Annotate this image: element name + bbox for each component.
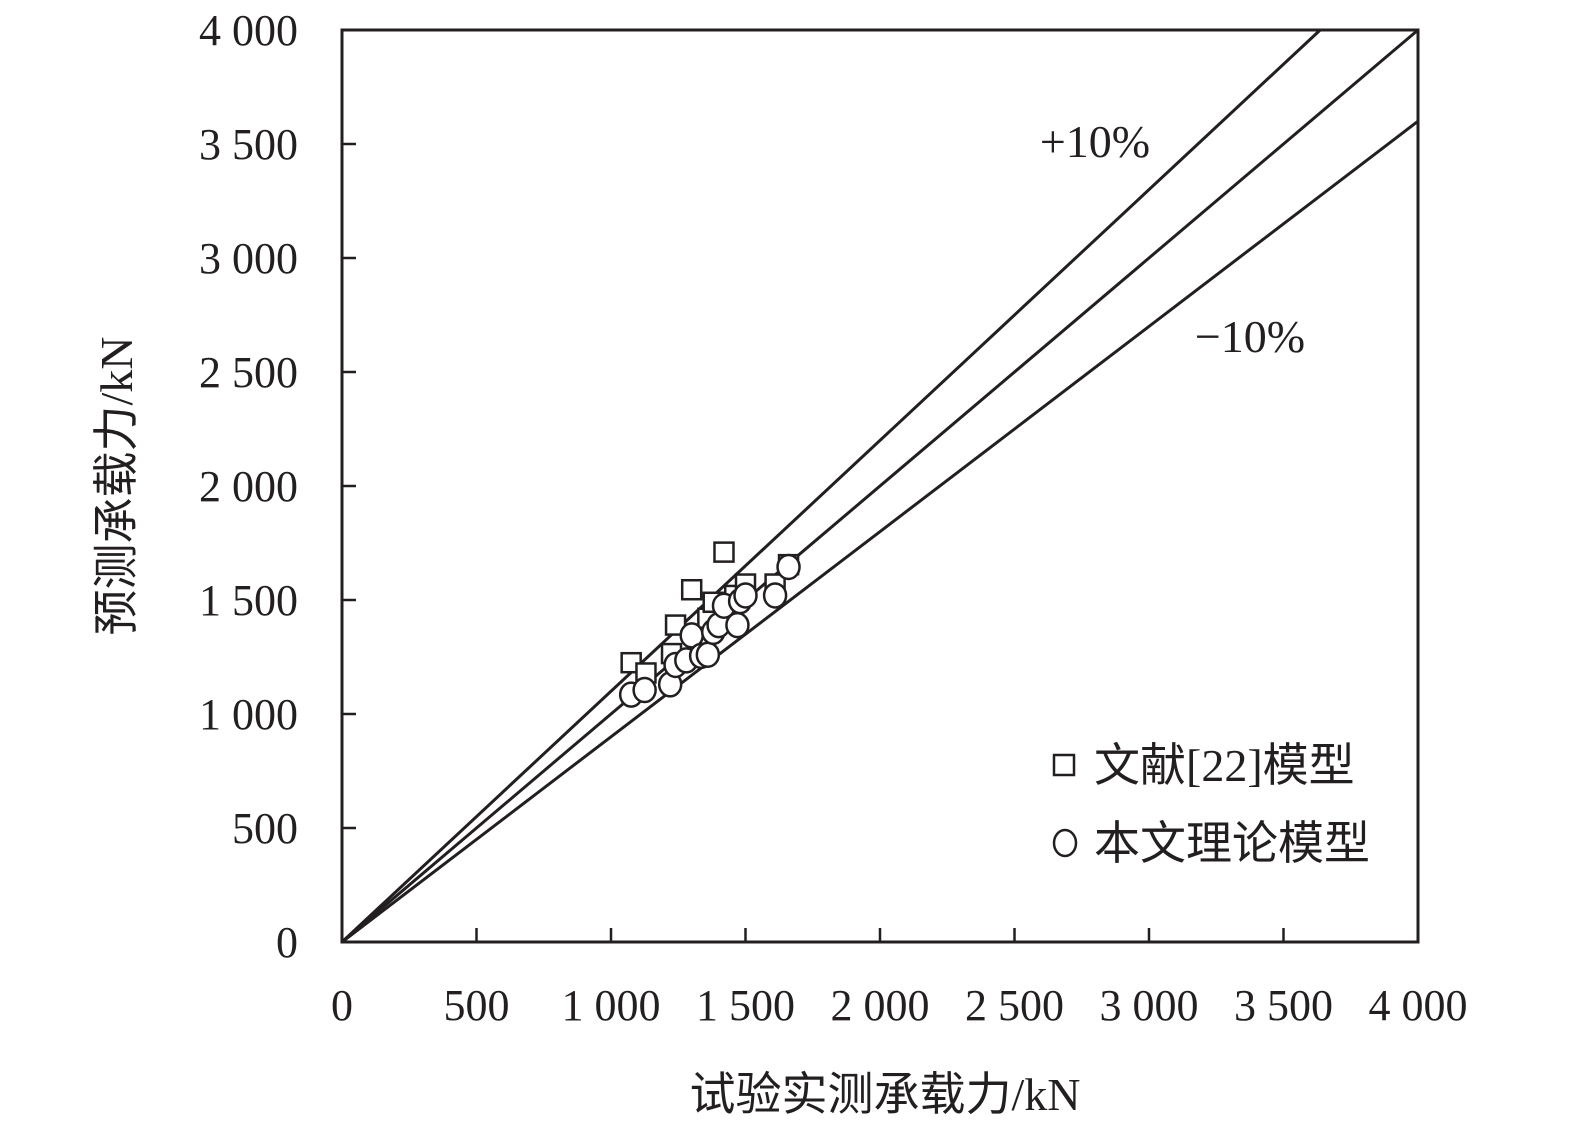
y-tick-label: 3 500	[199, 120, 298, 169]
y-tick-label: 2 000	[199, 462, 298, 511]
x-tick-label: 2 000	[831, 981, 930, 1030]
square-marker	[713, 541, 735, 563]
annotation-minus-10: −10%	[1195, 311, 1305, 362]
reference-line-plus-10	[340, 28, 1322, 944]
legend-square-marker	[1052, 753, 1076, 777]
legend-label-this-model: 本文理论模型	[1094, 818, 1370, 869]
circle-marker	[725, 611, 750, 639]
y-tick-label: 3 000	[199, 234, 298, 283]
x-tick-label: 1 500	[696, 981, 795, 1030]
circle-marker	[695, 641, 721, 668]
y-tick-label: 4 000	[199, 6, 298, 55]
circle-marker	[632, 676, 657, 704]
y-tick-label: 1 000	[199, 690, 298, 739]
x-tick-label: 4 000	[1369, 981, 1468, 1030]
reference-line-minus-10	[341, 120, 1419, 944]
x-tick-label: 3 000	[1100, 981, 1199, 1030]
y-axis-title: 预测承载力/kN	[91, 337, 142, 636]
legend-circle-marker	[1052, 828, 1078, 858]
y-tick-label: 2 500	[199, 348, 298, 397]
y-tick-label: 0	[276, 918, 298, 967]
y-tick-label: 500	[232, 804, 298, 853]
legend: 文献[22]模型 本文理论模型	[1052, 740, 1370, 869]
circle-marker	[762, 582, 788, 609]
y-tick-label: 1 500	[199, 576, 298, 625]
legend-label-ref22: 文献[22]模型	[1094, 740, 1355, 791]
data-markers	[618, 541, 801, 708]
circle-marker	[733, 582, 758, 609]
x-tick-label: 3 500	[1234, 981, 1333, 1030]
x-tick-label: 2 500	[965, 981, 1064, 1030]
annotation-plus-10: +10%	[1040, 116, 1150, 167]
reference-lines	[340, 28, 1419, 944]
circle-marker	[776, 553, 801, 581]
x-tick-label: 1 000	[562, 981, 661, 1030]
reference-line-1-to-1	[341, 28, 1419, 944]
square-marker	[680, 578, 703, 601]
x-tick-label: 0	[331, 981, 353, 1030]
axis-ticks: 0 500 1 000 1 500 2 000 2 500 3 000 3 500 4 000 0…	[199, 6, 1468, 1030]
x-axis-title: 试验实测承载力/kN	[690, 1069, 1081, 1120]
x-tick-label: 500	[444, 981, 510, 1030]
